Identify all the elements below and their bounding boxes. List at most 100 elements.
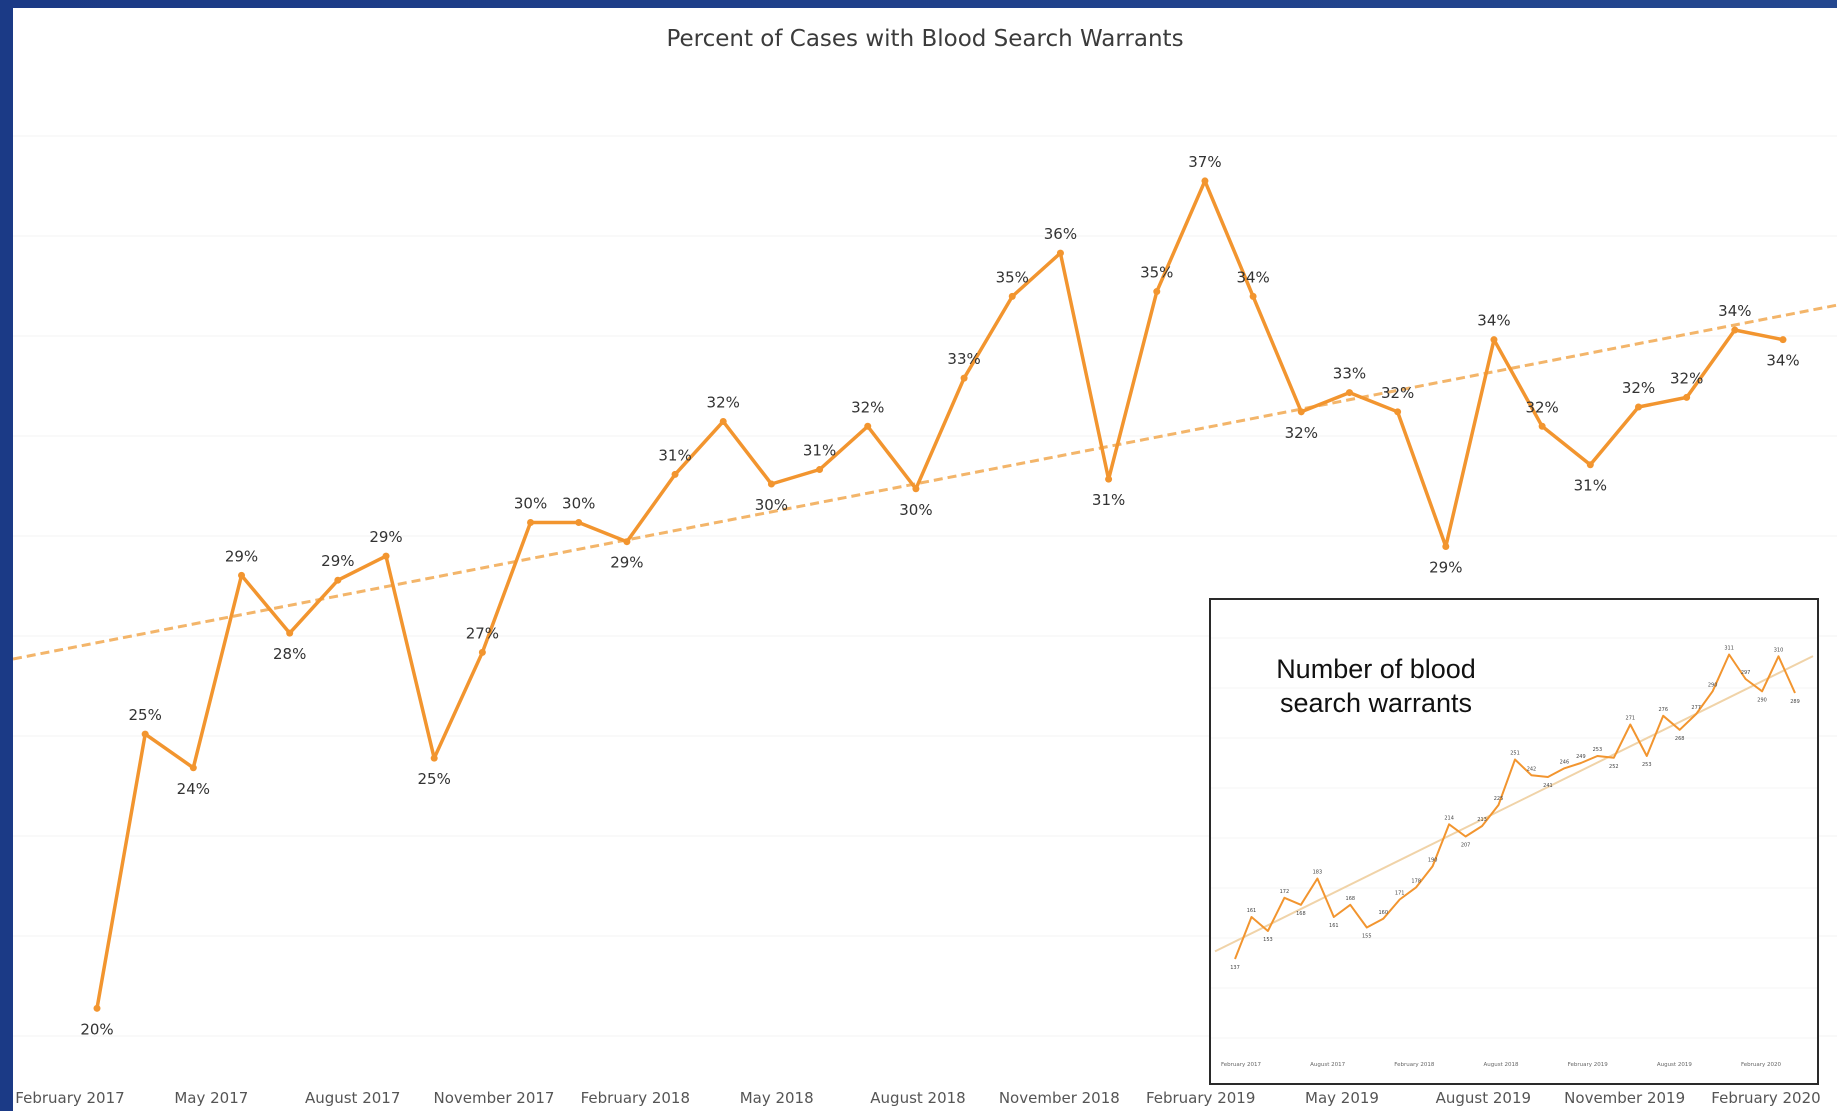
x-tick-label: August 2018 — [870, 1089, 965, 1107]
data-point — [238, 571, 246, 579]
data-point — [1779, 336, 1787, 344]
inset-data-label: 277 — [1691, 705, 1701, 711]
inset-data-label: 171 — [1395, 891, 1405, 897]
inset-data-label: 242 — [1527, 766, 1537, 772]
data-point — [767, 480, 775, 488]
inset-data-label: 253 — [1593, 747, 1603, 753]
inset-data-label: 172 — [1280, 889, 1290, 895]
data-label: 29% — [369, 528, 402, 546]
inset-series-line — [1234, 653, 1796, 960]
data-point — [1490, 336, 1498, 344]
data-label: 30% — [562, 494, 595, 512]
inset-data-label: 276 — [1658, 707, 1668, 713]
inset-data-label: 183 — [1313, 870, 1323, 876]
inset-data-label: 207 — [1461, 843, 1471, 849]
data-label: 32% — [1381, 384, 1414, 402]
data-point — [719, 417, 727, 425]
data-point — [430, 754, 438, 762]
inset-line-chart: 137 161 153 172 168 183 161 168 155 160 171 178 190 2… — [1211, 637, 1817, 1068]
data-point — [960, 374, 968, 382]
x-tick-label: February 2019 — [1146, 1089, 1255, 1107]
inset-data-label: 161 — [1329, 923, 1339, 929]
data-label: 31% — [658, 446, 691, 464]
data-label: 25% — [418, 770, 451, 788]
data-label: 30% — [755, 496, 788, 514]
data-label: 30% — [899, 501, 932, 519]
inset-x-tick-label: August 2019 — [1657, 1062, 1692, 1068]
data-label: 35% — [996, 268, 1029, 286]
inset-data-label: 168 — [1296, 911, 1306, 917]
data-label: 34% — [1766, 352, 1799, 370]
data-point — [816, 466, 824, 474]
data-label: 29% — [321, 552, 354, 570]
data-label: 35% — [1140, 264, 1173, 282]
inset-data-label: 190 — [1428, 857, 1438, 863]
x-tick-label: November 2017 — [434, 1089, 555, 1107]
data-label: 24% — [177, 780, 210, 798]
data-point — [1345, 389, 1353, 397]
inset-data-label: 289 — [1790, 699, 1800, 705]
inset-data-label: 290 — [1708, 682, 1718, 688]
x-tick-label: May 2017 — [174, 1089, 248, 1107]
inset-data-label: 137 — [1230, 965, 1240, 971]
inset-chart: Number of blood search warrants 137 161 15… — [1209, 598, 1819, 1085]
data-point — [1249, 292, 1257, 300]
inset-data-label: 213 — [1477, 817, 1487, 823]
data-label: 32% — [1525, 398, 1558, 416]
data-label: 27% — [466, 624, 499, 642]
inset-data-label: 311 — [1724, 646, 1734, 652]
data-point — [1634, 403, 1642, 411]
data-point — [1683, 393, 1691, 401]
data-label: 25% — [128, 706, 161, 724]
data-point — [1394, 408, 1402, 416]
inset-data-label: 253 — [1642, 762, 1652, 768]
x-tick-label: May 2019 — [1305, 1089, 1379, 1107]
inset-x-tick-label: February 2020 — [1741, 1062, 1782, 1068]
inset-data-label: 225 — [1494, 796, 1504, 802]
data-point — [1731, 326, 1739, 334]
data-point — [671, 470, 679, 478]
data-label: 20% — [80, 1020, 113, 1038]
data-point — [478, 648, 486, 656]
data-point — [575, 518, 583, 526]
x-tick-label: May 2018 — [740, 1089, 814, 1107]
x-tick-label: August 2017 — [305, 1089, 400, 1107]
data-label: 34% — [1236, 268, 1269, 286]
x-tick-label: November 2018 — [999, 1089, 1120, 1107]
x-tick-label: August 2019 — [1436, 1089, 1531, 1107]
inset-data-label: 290 — [1757, 697, 1767, 703]
data-point — [623, 538, 631, 546]
inset-x-tick-label: February 2019 — [1568, 1062, 1609, 1068]
inset-x-tick-label: August 2017 — [1310, 1062, 1345, 1068]
data-point — [141, 730, 149, 738]
data-point — [864, 422, 872, 430]
inset-data-label: 155 — [1362, 934, 1372, 940]
data-point — [334, 576, 342, 584]
data-label: 33% — [947, 350, 980, 368]
inset-data-label: 153 — [1263, 937, 1273, 943]
x-tick-label: February 2017 — [15, 1089, 124, 1107]
data-point — [189, 764, 197, 772]
inset-data-label: 249 — [1576, 754, 1586, 760]
main-line-chart: 20% 25% 24% 29% 28% 29% 29% 25% 27% 30% 30% 29% 31% 3… — [13, 135, 1837, 1107]
trend-line — [13, 303, 1837, 661]
inset-data-label: 310 — [1774, 647, 1784, 653]
inset-x-tick-label: February 2018 — [1394, 1062, 1435, 1068]
data-label: 37% — [1188, 153, 1221, 171]
data-label: 32% — [1670, 369, 1703, 387]
data-point — [1201, 177, 1209, 185]
data-label: 29% — [610, 554, 643, 572]
x-tick-label: February 2018 — [581, 1089, 690, 1107]
data-label: 32% — [1622, 379, 1655, 397]
inset-data-label: 251 — [1510, 751, 1520, 757]
data-point — [382, 552, 390, 560]
data-point — [1538, 422, 1546, 430]
data-point — [1442, 543, 1450, 551]
data-label: 31% — [1092, 491, 1125, 509]
data-point — [286, 629, 294, 637]
data-label: 29% — [225, 547, 258, 565]
data-label: 32% — [707, 393, 740, 411]
data-point — [527, 518, 535, 526]
data-label: 29% — [1429, 559, 1462, 577]
data-label: 33% — [1333, 365, 1366, 383]
